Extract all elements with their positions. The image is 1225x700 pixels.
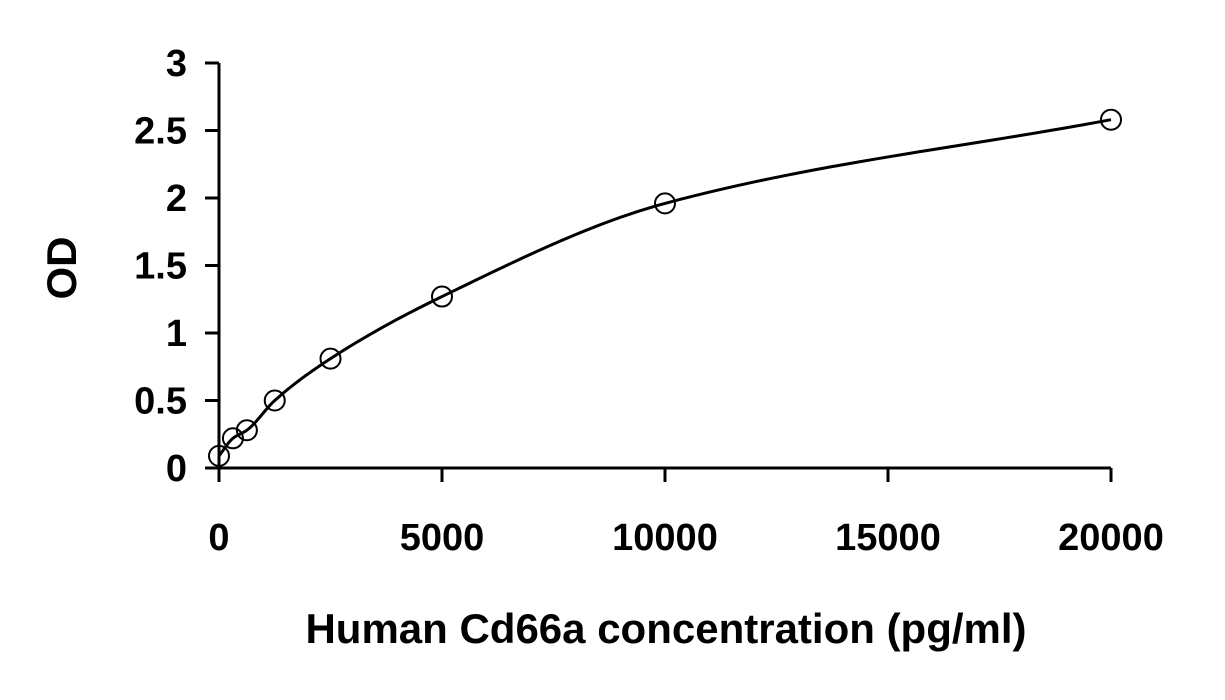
y-tick-label: 1 [166, 313, 187, 355]
y-tick-label: 2 [166, 178, 187, 220]
x-tick-label: 10000 [612, 517, 718, 559]
fit-curve [217, 118, 1112, 457]
y-axis-title: OD [38, 237, 85, 300]
data-point [221, 427, 244, 450]
y-tick-label: 0 [166, 448, 187, 490]
data-point [208, 444, 230, 467]
axes: 0 0.5 1 1.5 2 2.5 3 0 5000 10000 15000 20000 [134, 43, 1164, 559]
x-tick-label: 5000 [400, 517, 485, 559]
data-point [263, 389, 286, 412]
x-tick-label: 20000 [1058, 517, 1164, 559]
x-tick-label: 15000 [835, 517, 941, 559]
data-point [319, 347, 342, 370]
y-tick-label: 3 [166, 43, 187, 85]
y-tick-label: 1.5 [134, 246, 187, 288]
data-points-layer [208, 108, 1122, 467]
data-point [431, 285, 453, 308]
data-point [235, 419, 258, 442]
x-tick-label: 0 [208, 517, 229, 559]
fit-curve-layer [217, 118, 1112, 457]
y-tick-label: 0.5 [134, 381, 187, 423]
data-point [654, 192, 676, 215]
x-axis-title: Human Cd66a concentration (pg/ml) [305, 605, 1026, 652]
y-tick-label: 2.5 [134, 111, 187, 153]
data-point [1100, 108, 1122, 131]
